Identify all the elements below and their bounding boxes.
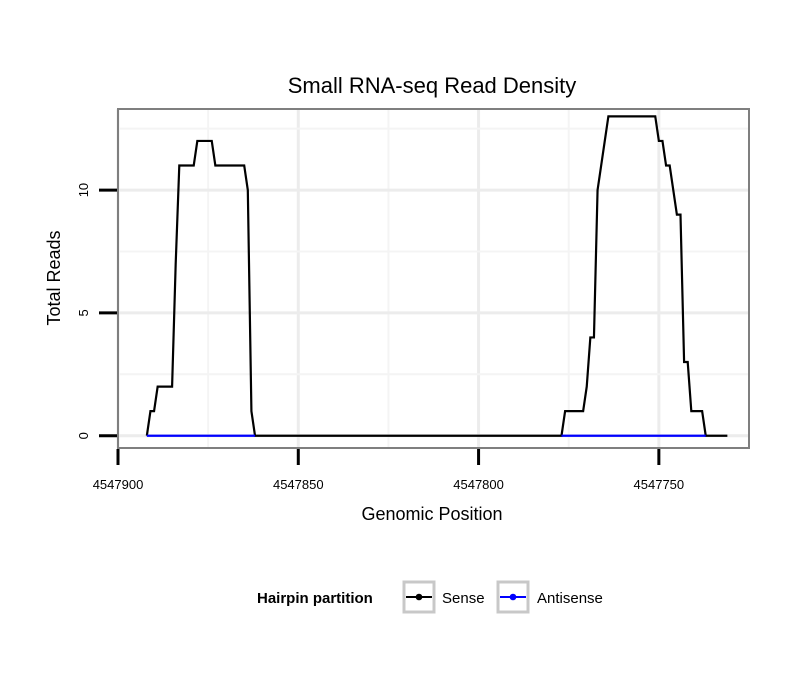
y-tick-label-0: 0 [76, 432, 91, 439]
legend-item-sense: Sense [402, 580, 485, 614]
legend-marker-antisense [509, 593, 517, 601]
y-axis-title: Total Reads [44, 230, 64, 325]
x-tick-label-2: 4547800 [453, 477, 504, 492]
y-axis: 0 5 10 [76, 183, 117, 439]
plot-border [117, 108, 750, 449]
plot-panel [118, 109, 749, 448]
x-axis-title: Genomic Position [361, 504, 502, 524]
legend-title: Hairpin partition [257, 590, 373, 607]
legend-item-antisense: Antisense [496, 580, 603, 614]
x-axis: 4547900 4547850 4547800 4547750 [93, 449, 684, 492]
legend-marker-sense [415, 593, 423, 601]
series-layer [145, 115, 728, 437]
y-tick-label-2: 10 [76, 183, 91, 197]
x-tick-label-1: 4547850 [273, 477, 324, 492]
y-tick-label-1: 5 [76, 309, 91, 316]
x-tick-label-3: 4547750 [634, 477, 685, 492]
series-line-sense [145, 115, 728, 437]
legend-label-sense: Sense [442, 590, 485, 607]
legend: Hairpin partition Sense Antisense [257, 580, 603, 614]
chart-title: Small RNA-seq Read Density [288, 73, 577, 98]
x-tick-label-0: 4547900 [93, 477, 144, 492]
legend-label-antisense: Antisense [537, 590, 603, 607]
